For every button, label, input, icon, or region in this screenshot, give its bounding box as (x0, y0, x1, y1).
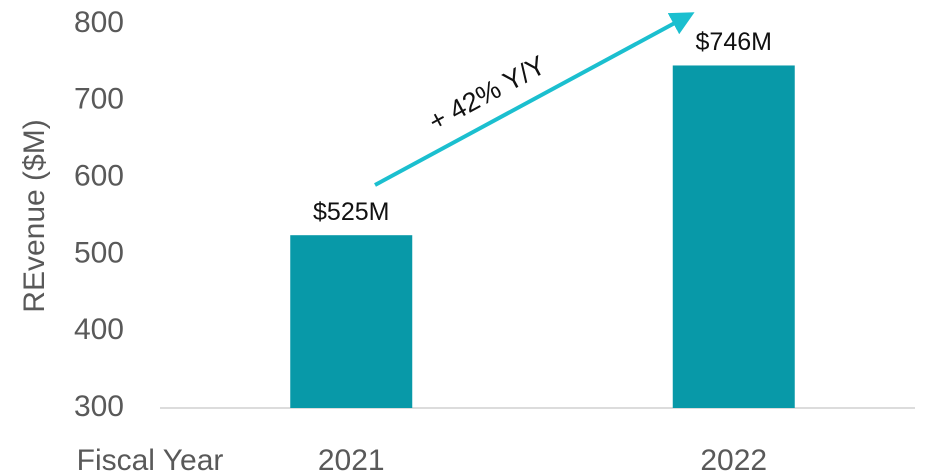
y-tick-label: 600 (74, 160, 124, 193)
data-label: $525M (313, 198, 389, 226)
y-tick-label: 500 (74, 236, 124, 269)
y-tick-label: 400 (74, 313, 124, 346)
bar (290, 235, 413, 408)
x-tick-label: 2021 (318, 444, 385, 476)
y-axis-label: REvenue ($M) (18, 119, 51, 312)
y-tick-label: 300 (74, 390, 124, 423)
bar (672, 65, 795, 409)
y-tick-label: 800 (74, 6, 124, 39)
data-label: $746M (696, 28, 772, 56)
y-tick-label: 700 (74, 83, 124, 116)
x-tick-label: 2022 (700, 444, 767, 476)
annotation-arrow (374, 12, 695, 187)
x-axis-label: Fiscal Year (77, 444, 224, 476)
